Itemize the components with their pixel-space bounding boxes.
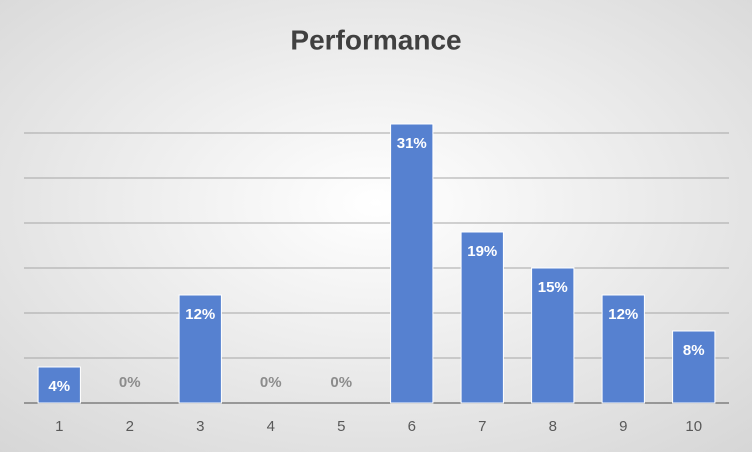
- x-tick-label: 4: [267, 418, 275, 435]
- value-label: 4%: [48, 378, 70, 395]
- x-tick-label: 8: [549, 418, 557, 435]
- bar: [178, 294, 222, 404]
- bar: [37, 366, 81, 404]
- bar: [390, 123, 434, 404]
- bar: [460, 231, 504, 404]
- value-label: 31%: [397, 135, 427, 152]
- value-label: 15%: [538, 279, 568, 296]
- bar: [531, 267, 575, 404]
- x-tick-label: 3: [196, 418, 204, 435]
- bar: [672, 330, 716, 404]
- value-label: 0%: [119, 374, 141, 391]
- value-label: 12%: [608, 306, 638, 323]
- bar: [601, 294, 645, 404]
- value-label: 8%: [683, 342, 705, 359]
- value-label: 19%: [467, 243, 497, 260]
- x-tick-label: 7: [478, 418, 486, 435]
- x-tick-label: 10: [685, 418, 702, 435]
- value-label: 0%: [330, 374, 352, 391]
- x-tick-label: 5: [337, 418, 345, 435]
- chart-title: Performance: [290, 24, 461, 55]
- value-label: 0%: [260, 374, 282, 391]
- value-label: 12%: [185, 306, 215, 323]
- x-tick-label: 1: [55, 418, 63, 435]
- x-tick-label: 6: [408, 418, 416, 435]
- x-tick-label: 9: [619, 418, 627, 435]
- x-tick-label: 2: [126, 418, 134, 435]
